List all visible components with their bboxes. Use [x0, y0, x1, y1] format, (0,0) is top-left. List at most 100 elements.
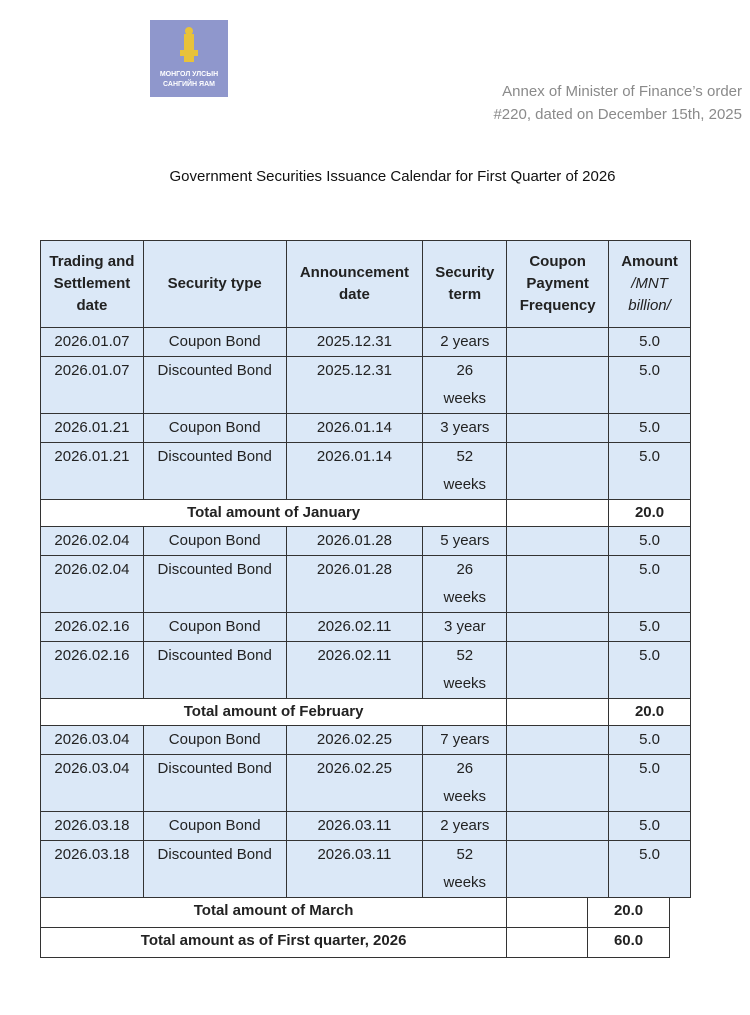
total-label: Total amount of March	[39, 897, 508, 928]
settlement-date: 2026.03.18	[40, 840, 144, 898]
amount: 5.0	[608, 725, 691, 755]
security-type: Coupon Bond	[142, 327, 287, 357]
total-row: Total amount of February 20.0	[39, 698, 691, 726]
column-header: Trading and Settlement date	[40, 240, 144, 328]
emblem	[180, 27, 198, 62]
security-type: Discounted Bond	[142, 555, 287, 613]
term-cell: 3 years	[422, 413, 508, 443]
coupon-frequency	[506, 725, 610, 755]
grand-total-label: Total amount as of First quarter, 2026	[39, 927, 508, 958]
table: Trading and Settlement date Security typ…	[39, 240, 691, 898]
column-header: Amount/MNT billion/	[608, 240, 691, 328]
total-label: Total amount of January	[39, 499, 508, 527]
coupon-frequency	[506, 840, 610, 898]
total-amount: 20.0	[608, 499, 691, 527]
row: 2026.01.21 Coupon Bond 2026.01.14 3 years 5.…	[40, 413, 691, 443]
security-term: 2 years	[440, 817, 490, 834]
row: 2026.01.21 Discounted Bond 2026.01.14 52 we…	[40, 442, 691, 500]
amount: 5.0	[608, 356, 691, 414]
row: 2026.02.16 Discounted Bond 2026.02.11 52 we…	[40, 641, 691, 699]
announcement-date: 2026.02.11	[285, 641, 424, 699]
logo-text: САНГИЙН ЯАМ	[163, 81, 215, 88]
settlement-date: 2026.03.18	[40, 811, 144, 841]
row: 2026.02.16 Coupon Bond 2026.02.11 3 year 5.0	[40, 612, 691, 642]
term-cell: 7 years	[422, 725, 508, 755]
amount: 5.0	[608, 811, 691, 841]
security-term: 52 weeks	[443, 448, 487, 493]
announcement-date: 2026.01.14	[285, 413, 424, 443]
security-type: Discounted Bond	[142, 754, 287, 812]
security-type: Coupon Bond	[142, 612, 287, 642]
totals-table: Total amount of March 20.0 Total amount as…	[39, 897, 670, 958]
row: 2026.02.04 Coupon Bond 2026.01.28 5 years 5.…	[40, 526, 691, 556]
row: 2026.02.04 Discounted Bond 2026.01.28 26 we…	[40, 555, 691, 613]
logo: МОНГОЛ УЛСЫН САНГИЙН ЯАМ	[150, 20, 228, 97]
coupon-frequency	[506, 612, 610, 642]
amount: 5.0	[608, 754, 691, 812]
row: 2026.03.18 Coupon Bond 2026.03.11 2 years 5.…	[40, 811, 691, 841]
grand-total-amount: 60.0	[587, 927, 670, 958]
coupon-frequency	[506, 927, 589, 958]
coupon-frequency	[506, 698, 610, 726]
total-amount: 20.0	[608, 698, 691, 726]
annex-line: Annex of Minister of Finance’s order	[502, 83, 742, 100]
total-label: Total amount of February	[39, 698, 508, 726]
security-type: Coupon Bond	[142, 725, 287, 755]
coupon-frequency	[506, 555, 610, 613]
term-cell: 26 weeks	[422, 754, 508, 812]
coupon-frequency	[506, 754, 610, 812]
announcement-date: 2026.01.14	[285, 442, 424, 500]
security-term: 2 years	[440, 333, 490, 350]
term-cell: 52 weeks	[422, 641, 508, 699]
coupon-frequency	[506, 413, 610, 443]
amount: 5.0	[608, 327, 691, 357]
row: 2026.01.07 Coupon Bond 2025.12.31 2 years 5.…	[40, 327, 691, 357]
security-type: Discounted Bond	[142, 356, 287, 414]
term-cell: 2 years	[422, 327, 508, 357]
grand-total-row: Total amount as of First quarter, 2026 60…	[39, 927, 670, 958]
term-cell: 3 year	[422, 612, 508, 642]
announcement-date: 2026.01.28	[285, 555, 424, 613]
security-term: 26 weeks	[443, 561, 487, 606]
logo-text: МОНГОЛ УЛСЫН	[159, 71, 219, 78]
security-term: 26 weeks	[443, 760, 487, 805]
unit: /MNT billion/	[628, 275, 671, 314]
settlement-date: 2026.02.04	[40, 526, 144, 556]
column-header: Announcement date	[285, 240, 424, 328]
amount: 5.0	[608, 840, 691, 898]
coupon-frequency	[506, 499, 610, 527]
announcement-date: 2026.02.25	[285, 725, 424, 755]
amount: 5.0	[608, 413, 691, 443]
header-row: Trading and Settlement date Security typ…	[40, 240, 691, 328]
row: 2026.03.04 Coupon Bond 2026.02.25 7 years 5.…	[40, 725, 691, 755]
settlement-date: 2026.02.16	[40, 612, 144, 642]
security-type: Coupon Bond	[142, 413, 287, 443]
coupon-frequency	[506, 897, 589, 928]
security-term: 52 weeks	[443, 647, 487, 692]
settlement-date: 2026.02.16	[40, 641, 144, 699]
column-header: Security term	[422, 240, 508, 328]
security-term: 52 weeks	[443, 846, 487, 891]
coupon-frequency	[506, 442, 610, 500]
amount: 5.0	[608, 555, 691, 613]
settlement-date: 2026.02.04	[40, 555, 144, 613]
term-cell: 5 years	[422, 526, 508, 556]
term-cell: 2 years	[422, 811, 508, 841]
title: Government Securities Issuance Calendar …	[169, 168, 616, 185]
security-term: 3 year	[443, 618, 486, 635]
term-cell: 26 weeks	[422, 356, 508, 414]
term-cell: 52 weeks	[422, 442, 508, 500]
security-type: Discounted Bond	[142, 442, 287, 500]
coupon-frequency	[506, 811, 610, 841]
amount: 5.0	[608, 526, 691, 556]
column-header: Coupon Payment Frequency	[506, 240, 610, 328]
amount: 5.0	[608, 442, 691, 500]
security-term: 5 years	[440, 532, 490, 549]
term-cell: 26 weeks	[422, 555, 508, 613]
announcement-date: 2026.01.28	[285, 526, 424, 556]
settlement-date: 2026.01.07	[40, 327, 144, 357]
security-type: Coupon Bond	[142, 526, 287, 556]
announcement-date: 2026.03.11	[285, 811, 424, 841]
settlement-date: 2026.03.04	[40, 725, 144, 755]
